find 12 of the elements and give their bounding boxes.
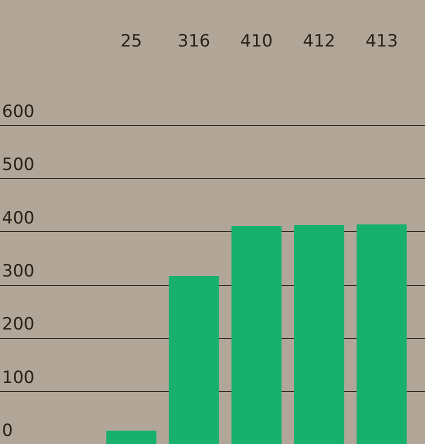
y-tick-label: 600 <box>2 102 34 122</box>
y-tick-label: 400 <box>2 208 34 228</box>
y-tick-label: 200 <box>2 314 34 335</box>
y-tick-label: 500 <box>2 155 34 176</box>
data-label: 316 <box>178 31 210 52</box>
data-label: 413 <box>365 31 398 52</box>
y-tick-label: 300 <box>2 261 34 282</box>
y-tick-label: 0 <box>2 420 13 441</box>
data-label: 412 <box>302 31 336 52</box>
data-label: 410 <box>240 31 273 52</box>
data-label: 25 <box>120 31 142 52</box>
y-tick-label: 100 <box>2 368 34 388</box>
